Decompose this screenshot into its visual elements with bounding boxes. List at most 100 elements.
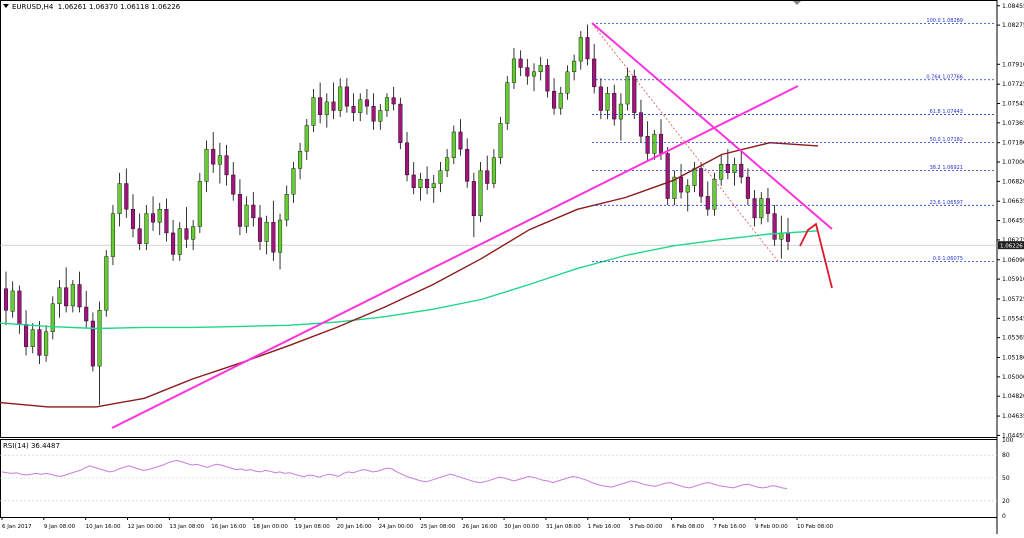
bear-candle	[137, 228, 142, 244]
current-price-tag	[998, 241, 1024, 250]
bull-candle	[511, 58, 517, 83]
support-trendline	[111, 85, 799, 429]
x-tick-label: 16 Jan 16:00	[211, 524, 246, 530]
rsi-tick-label: 20	[1002, 498, 1010, 505]
bull-candle	[324, 101, 329, 115]
y-tick-label: 1.06275	[1002, 237, 1024, 244]
x-tick-label: 7 Feb 16:00	[713, 524, 746, 530]
bear-candle	[485, 170, 490, 184]
bear-candle	[752, 198, 757, 219]
bull-candle	[692, 168, 697, 186]
bull-candle	[264, 221, 269, 242]
bear-candle	[37, 329, 42, 356]
bear-candle	[471, 181, 476, 216]
bull-candle	[358, 99, 363, 113]
bull-candle	[712, 179, 717, 210]
fib-level-label: 0.764 1.07766	[926, 74, 963, 80]
bear-candle	[364, 99, 369, 107]
bear-candle	[391, 97, 396, 105]
x-tick-label: 24 Jan 00:00	[379, 524, 414, 530]
y-tick-label: 1.06090	[1002, 257, 1024, 264]
bull-candle	[311, 97, 316, 126]
ohlc-label: 1.06261 1.06370 1.06118 1.06226	[57, 3, 181, 11]
bear-candle	[164, 209, 169, 234]
bull-candle	[445, 157, 450, 171]
collapse-icon[interactable]	[3, 4, 9, 8]
y-tick-label: 1.05365	[1002, 335, 1024, 342]
ma-fast-line	[0, 230, 819, 330]
bull-candle	[117, 183, 122, 214]
x-tick-label: 3 Feb 00:00	[630, 524, 663, 530]
y-tick-label: 1.08455	[1002, 3, 1024, 10]
bull-candle	[491, 157, 496, 184]
bear-candle	[612, 93, 617, 120]
rsi-label: RSI(14) 36.4487	[3, 442, 60, 450]
bull-candle	[57, 287, 62, 305]
bear-candle	[64, 287, 69, 307]
bull-candle	[244, 204, 249, 227]
bear-candle	[552, 90, 557, 109]
bull-candle	[565, 71, 570, 94]
bull-candle	[498, 123, 503, 158]
bear-candle	[318, 97, 323, 115]
bear-candle	[638, 112, 643, 137]
bear-candle	[785, 232, 791, 242]
bear-candle	[130, 209, 136, 229]
bull-candle	[298, 151, 303, 169]
bear-candle	[745, 176, 750, 199]
x-tick-label: 6 Jan 2017	[2, 524, 32, 530]
bear-candle	[592, 58, 597, 88]
bull-candle	[572, 60, 577, 73]
bear-candle	[211, 148, 216, 165]
x-tick-label: 18 Jan 00:00	[253, 524, 288, 530]
y-tick-label: 1.04635	[1002, 413, 1024, 420]
x-tick-label: 6 Feb 08:00	[671, 524, 704, 530]
rsi-tick-label: 80	[1002, 452, 1010, 459]
fib-level-label: 23.6 1.06597	[930, 200, 963, 206]
bull-candle	[478, 170, 483, 216]
bear-candle	[90, 320, 95, 367]
bear-candle	[725, 163, 730, 173]
x-tick-label: 30 Jan 00:00	[504, 524, 539, 530]
y-tick-label: 1.07725	[1002, 81, 1024, 88]
bear-candle	[679, 176, 684, 193]
x-tick-label: 31 Jan 08:00	[546, 524, 581, 530]
bull-candle	[44, 331, 49, 356]
y-tick-label: 1.07180	[1002, 140, 1024, 147]
x-tick-label: 1 Feb 16:00	[588, 524, 621, 530]
rsi-header: RSI(14) 36.4487	[3, 442, 60, 450]
bull-candle	[652, 133, 657, 154]
bear-candle	[658, 133, 664, 154]
bear-candle	[425, 179, 430, 189]
bear-candle	[24, 324, 29, 347]
bull-candle	[157, 209, 162, 223]
bear-candle	[151, 213, 156, 223]
y-tick-label: 1.07910	[1002, 61, 1024, 68]
y-tick-label: 1.08275	[1002, 22, 1024, 29]
bear-candle	[411, 174, 416, 189]
bull-candle	[50, 303, 55, 332]
bear-candle	[84, 306, 89, 322]
rsi-panel-frame	[0, 439, 998, 518]
bear-candle	[765, 198, 770, 214]
bull-candle	[338, 86, 343, 111]
bull-candle	[304, 125, 309, 152]
bear-candle	[124, 183, 129, 210]
bear-candle	[251, 204, 256, 219]
y-tick-label: 1.05180	[1002, 355, 1024, 362]
y-tick-label: 1.05725	[1002, 296, 1024, 303]
y-tick-label: 1.04820	[1002, 393, 1024, 400]
x-tick-label: 10 Feb 08:00	[797, 524, 834, 530]
bull-candle	[531, 71, 537, 77]
bull-candle	[558, 93, 563, 109]
bear-candle	[665, 153, 670, 199]
rsi-tick-label: 50	[1002, 475, 1010, 482]
bear-candle	[17, 290, 22, 325]
shift-marker-icon	[793, 1, 801, 5]
bull-candle	[431, 183, 436, 189]
bull-candle	[672, 176, 677, 199]
bull-candle	[605, 93, 610, 111]
bear-candle	[271, 221, 276, 253]
